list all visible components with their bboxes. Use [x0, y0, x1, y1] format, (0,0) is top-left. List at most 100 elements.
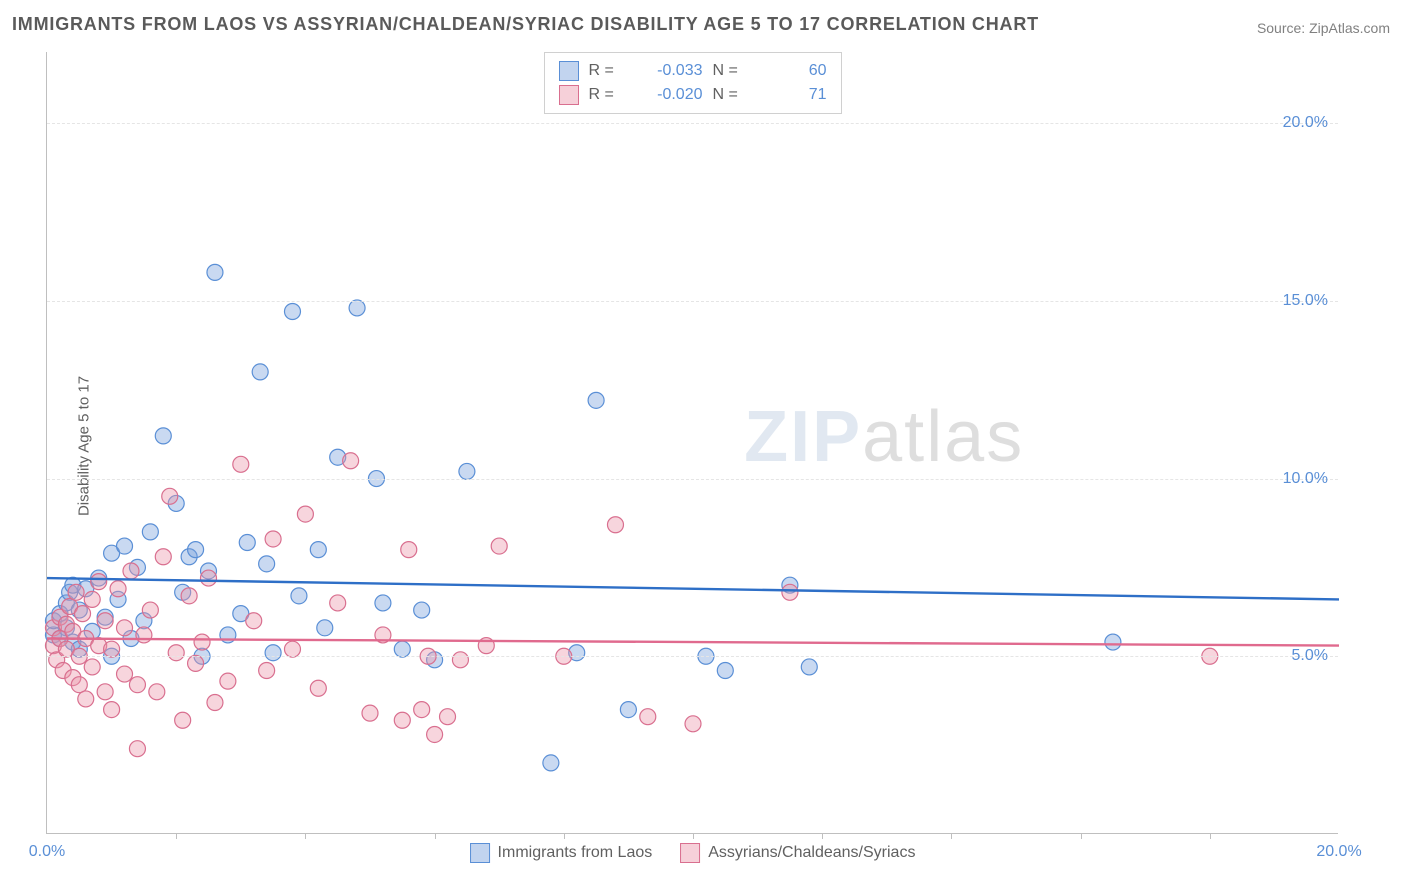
- data-point: [207, 264, 223, 280]
- gridline: [47, 123, 1338, 124]
- x-tick-mark: [435, 833, 436, 839]
- data-point: [149, 684, 165, 700]
- data-point: [265, 531, 281, 547]
- legend-item-pink: Assyrians/Chaldeans/Syriacs: [680, 843, 915, 863]
- legend-blue-label: Immigrants from Laos: [498, 844, 653, 862]
- data-point: [394, 641, 410, 657]
- y-tick-label: 10.0%: [1283, 470, 1328, 488]
- data-point: [427, 726, 443, 742]
- data-point: [123, 563, 139, 579]
- data-point: [188, 655, 204, 671]
- data-point: [75, 606, 91, 622]
- data-point: [310, 542, 326, 558]
- data-point: [801, 659, 817, 675]
- data-point: [78, 691, 94, 707]
- data-point: [375, 595, 391, 611]
- data-point: [129, 741, 145, 757]
- data-point: [440, 709, 456, 725]
- data-point: [414, 602, 430, 618]
- data-point: [414, 702, 430, 718]
- data-point: [155, 428, 171, 444]
- source-link[interactable]: ZipAtlas.com: [1309, 20, 1390, 36]
- data-point: [207, 694, 223, 710]
- data-point: [543, 755, 559, 771]
- series-legend: Immigrants from Laos Assyrians/Chaldeans…: [470, 843, 916, 863]
- swatch-pink-icon: [680, 843, 700, 863]
- data-point: [91, 574, 107, 590]
- data-point: [71, 677, 87, 693]
- data-point: [452, 652, 468, 668]
- data-point: [259, 556, 275, 572]
- data-point: [459, 463, 475, 479]
- chart-title: IMMIGRANTS FROM LAOS VS ASSYRIAN/CHALDEA…: [12, 14, 1039, 35]
- legend-item-blue: Immigrants from Laos: [470, 843, 653, 863]
- data-point: [246, 613, 262, 629]
- data-point: [117, 666, 133, 682]
- data-point: [117, 538, 133, 554]
- data-point: [168, 645, 184, 661]
- data-point: [284, 303, 300, 319]
- gridline: [47, 479, 1338, 480]
- data-point: [97, 613, 113, 629]
- x-tick-label: 20.0%: [1316, 843, 1361, 861]
- gridline: [47, 301, 1338, 302]
- data-point: [252, 364, 268, 380]
- y-tick-label: 15.0%: [1283, 292, 1328, 310]
- data-point: [155, 549, 171, 565]
- data-point: [97, 684, 113, 700]
- trend-line: [47, 639, 1339, 646]
- x-tick-mark: [1081, 833, 1082, 839]
- x-tick-mark: [1210, 833, 1211, 839]
- data-point: [330, 595, 346, 611]
- data-point: [110, 581, 126, 597]
- y-tick-label: 20.0%: [1283, 114, 1328, 132]
- data-point: [717, 662, 733, 678]
- y-tick-label: 5.0%: [1292, 647, 1328, 665]
- data-point: [181, 588, 197, 604]
- data-point: [129, 677, 145, 693]
- data-point: [104, 702, 120, 718]
- data-point: [685, 716, 701, 732]
- data-point: [117, 620, 133, 636]
- plot-area: ZIPatlas R = -0.033 N = 60 R = -0.020 N …: [46, 52, 1338, 834]
- data-point: [284, 641, 300, 657]
- data-point: [142, 524, 158, 540]
- data-point: [607, 517, 623, 533]
- data-point: [291, 588, 307, 604]
- data-point: [175, 712, 191, 728]
- data-point: [194, 634, 210, 650]
- data-point: [239, 535, 255, 551]
- data-point: [201, 570, 217, 586]
- x-tick-mark: [564, 833, 565, 839]
- data-point: [491, 538, 507, 554]
- source-label: Source:: [1257, 20, 1305, 36]
- data-point: [394, 712, 410, 728]
- trend-line: [47, 578, 1339, 599]
- x-tick-mark: [693, 833, 694, 839]
- data-point: [265, 645, 281, 661]
- legend-pink-label: Assyrians/Chaldeans/Syriacs: [708, 844, 915, 862]
- source-attribution: Source: ZipAtlas.com: [1257, 20, 1390, 36]
- data-point: [220, 673, 236, 689]
- data-point: [142, 602, 158, 618]
- x-tick-mark: [305, 833, 306, 839]
- data-point: [68, 584, 84, 600]
- data-point: [620, 702, 636, 718]
- x-tick-mark: [176, 833, 177, 839]
- data-point: [84, 591, 100, 607]
- data-point: [362, 705, 378, 721]
- data-point: [782, 584, 798, 600]
- scatter-svg: [47, 52, 1338, 833]
- data-point: [343, 453, 359, 469]
- data-point: [259, 662, 275, 678]
- data-point: [297, 506, 313, 522]
- swatch-blue-icon: [470, 843, 490, 863]
- x-tick-label: 0.0%: [29, 843, 65, 861]
- x-tick-mark: [951, 833, 952, 839]
- data-point: [588, 392, 604, 408]
- gridline: [47, 656, 1338, 657]
- data-point: [310, 680, 326, 696]
- data-point: [104, 641, 120, 657]
- data-point: [162, 488, 178, 504]
- data-point: [188, 542, 204, 558]
